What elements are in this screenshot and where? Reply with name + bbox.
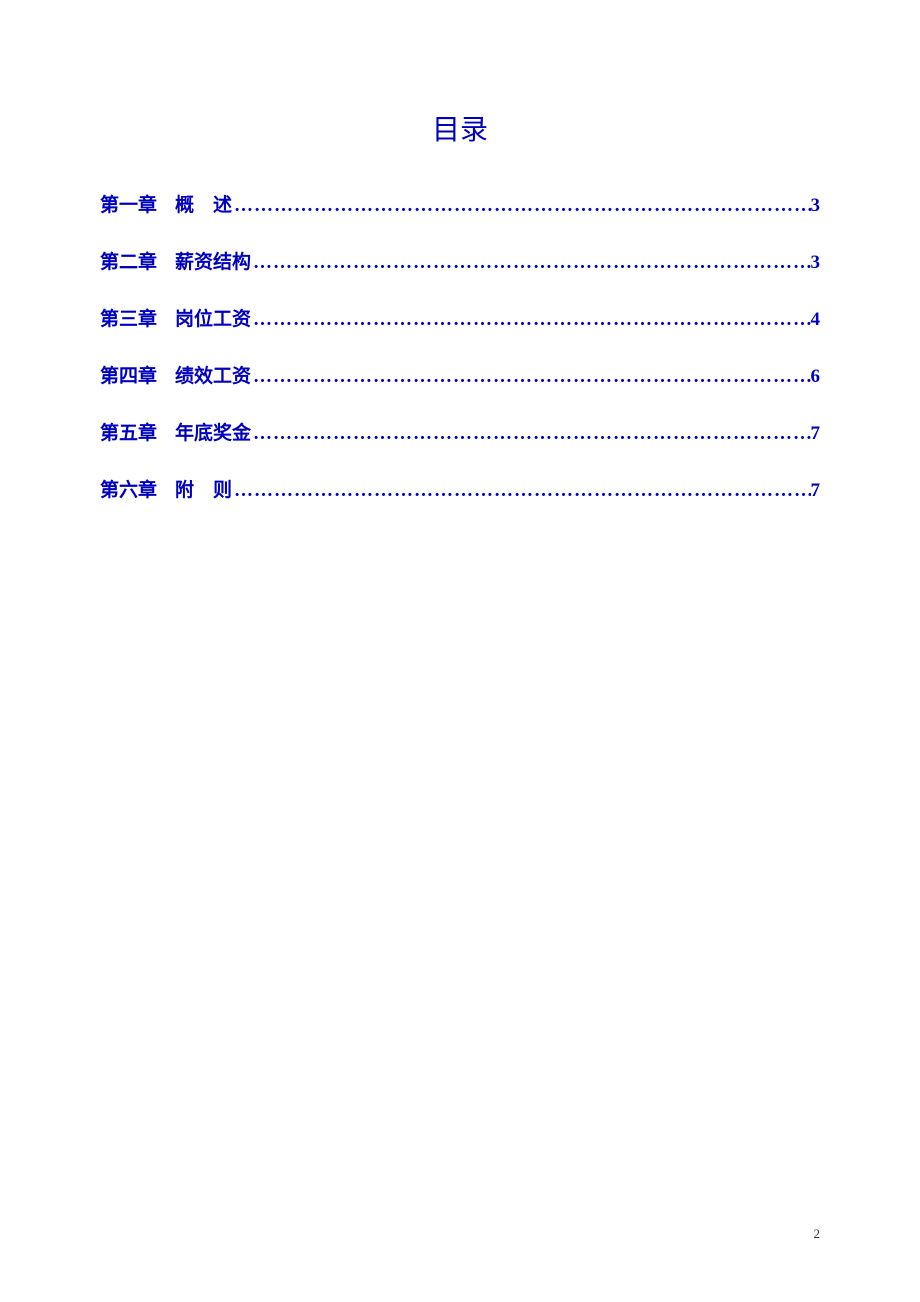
toc-entry: 第六章 附 则 7 bbox=[100, 475, 820, 502]
toc-page-number: 3 bbox=[811, 252, 821, 274]
toc-name: 绩效工资 bbox=[175, 361, 251, 388]
toc-name: 薪资结构 bbox=[175, 247, 251, 274]
toc-name: 附 则 bbox=[175, 475, 232, 502]
toc-entry: 第三章 岗位工资 4 bbox=[100, 304, 820, 331]
document-page: 目录 第一章 概 述 3 第二章 薪资结构 3 第三章 岗位工资 4 第四章 绩… bbox=[0, 0, 920, 1302]
toc-entry: 第五章 年底奖金 7 bbox=[100, 418, 820, 445]
toc-title: 目录 bbox=[100, 108, 820, 148]
toc-entry: 第一章 概 述 3 bbox=[100, 190, 820, 217]
toc-leader-dots bbox=[232, 480, 810, 502]
toc-leader-dots bbox=[251, 423, 810, 445]
toc-entry: 第四章 绩效工资 6 bbox=[100, 361, 820, 388]
toc-list: 第一章 概 述 3 第二章 薪资结构 3 第三章 岗位工资 4 第四章 绩效工资… bbox=[100, 190, 820, 532]
toc-leader-dots bbox=[251, 366, 810, 388]
toc-chapter: 第四章 bbox=[100, 361, 157, 388]
toc-chapter: 第五章 bbox=[100, 418, 157, 445]
toc-chapter: 第三章 bbox=[100, 304, 157, 331]
toc-chapter: 第一章 bbox=[100, 190, 157, 217]
toc-chapter: 第二章 bbox=[100, 247, 157, 274]
toc-page-number: 3 bbox=[811, 195, 821, 217]
toc-page-number: 6 bbox=[811, 366, 821, 388]
toc-name: 概 述 bbox=[175, 190, 232, 217]
toc-leader-dots bbox=[251, 252, 810, 274]
toc-page-number: 7 bbox=[811, 480, 821, 502]
toc-leader-dots bbox=[251, 309, 810, 331]
toc-name: 岗位工资 bbox=[175, 304, 251, 331]
toc-entry: 第二章 薪资结构 3 bbox=[100, 247, 820, 274]
page-number: 2 bbox=[814, 1226, 821, 1242]
toc-leader-dots bbox=[232, 195, 810, 217]
toc-page-number: 4 bbox=[811, 309, 821, 331]
toc-chapter: 第六章 bbox=[100, 475, 157, 502]
toc-page-number: 7 bbox=[811, 423, 821, 445]
toc-name: 年底奖金 bbox=[175, 418, 251, 445]
